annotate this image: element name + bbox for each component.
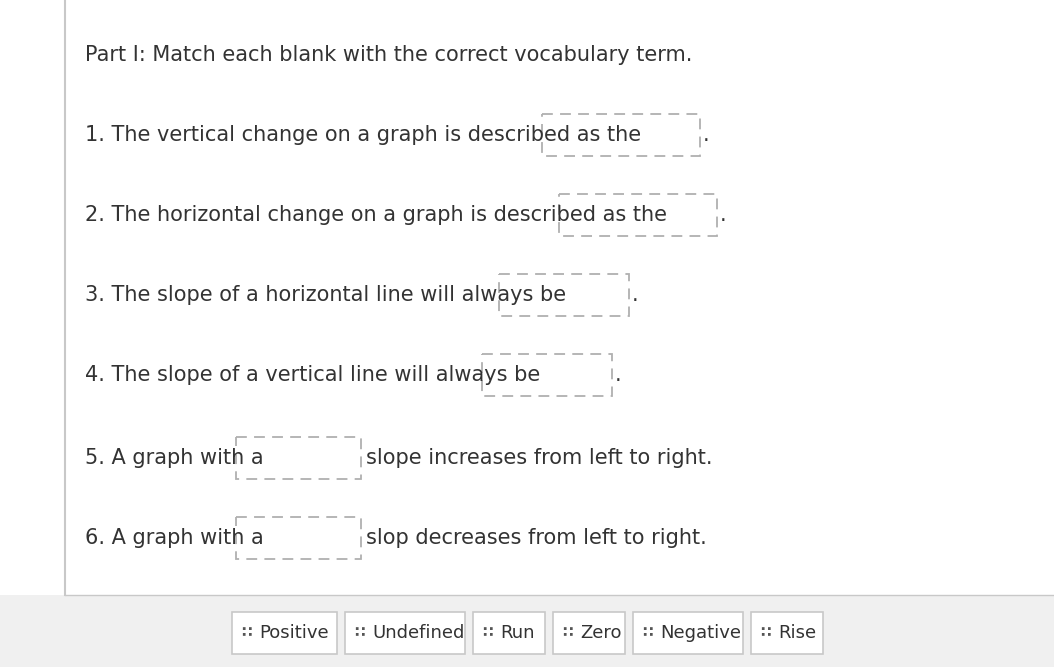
Text: 6. A graph with a: 6. A graph with a <box>85 528 264 548</box>
Text: Rise: Rise <box>779 624 817 642</box>
Text: slope increases from left to right.: slope increases from left to right. <box>367 448 713 468</box>
FancyBboxPatch shape <box>232 612 336 654</box>
FancyBboxPatch shape <box>499 274 629 316</box>
FancyBboxPatch shape <box>482 354 612 396</box>
Text: 1. The vertical change on a graph is described as the: 1. The vertical change on a graph is des… <box>85 125 641 145</box>
Text: ∷: ∷ <box>643 626 653 640</box>
Text: 2. The horizontal change on a graph is described as the: 2. The horizontal change on a graph is d… <box>85 205 667 225</box>
FancyBboxPatch shape <box>345 612 465 654</box>
Text: 4. The slope of a vertical line will always be: 4. The slope of a vertical line will alw… <box>85 365 541 385</box>
FancyBboxPatch shape <box>552 612 625 654</box>
Text: Negative: Negative <box>661 624 742 642</box>
Text: Run: Run <box>501 624 535 642</box>
Text: ∷: ∷ <box>241 626 252 640</box>
Text: slop decreases from left to right.: slop decreases from left to right. <box>367 528 707 548</box>
Text: Undefined: Undefined <box>372 624 465 642</box>
Text: Zero: Zero <box>581 624 622 642</box>
FancyBboxPatch shape <box>632 612 742 654</box>
FancyBboxPatch shape <box>750 612 822 654</box>
Bar <box>0 0 1054 595</box>
Text: ∷: ∷ <box>761 626 772 640</box>
Text: .: . <box>632 285 639 305</box>
Text: .: . <box>720 205 726 225</box>
FancyBboxPatch shape <box>235 437 360 479</box>
Text: Positive: Positive <box>259 624 329 642</box>
FancyBboxPatch shape <box>542 114 700 156</box>
Text: 5. A graph with a: 5. A graph with a <box>85 448 264 468</box>
Text: .: . <box>614 365 622 385</box>
Bar <box>0 595 1054 667</box>
FancyBboxPatch shape <box>235 517 360 559</box>
Text: ∷: ∷ <box>354 626 365 640</box>
FancyBboxPatch shape <box>472 612 545 654</box>
Text: ∷: ∷ <box>483 626 493 640</box>
Text: ∷: ∷ <box>563 626 573 640</box>
Text: 3. The slope of a horizontal line will always be: 3. The slope of a horizontal line will a… <box>85 285 566 305</box>
FancyBboxPatch shape <box>559 194 717 236</box>
Text: Part I: Match each blank with the correct vocabulary term.: Part I: Match each blank with the correc… <box>85 45 692 65</box>
Text: .: . <box>703 125 709 145</box>
